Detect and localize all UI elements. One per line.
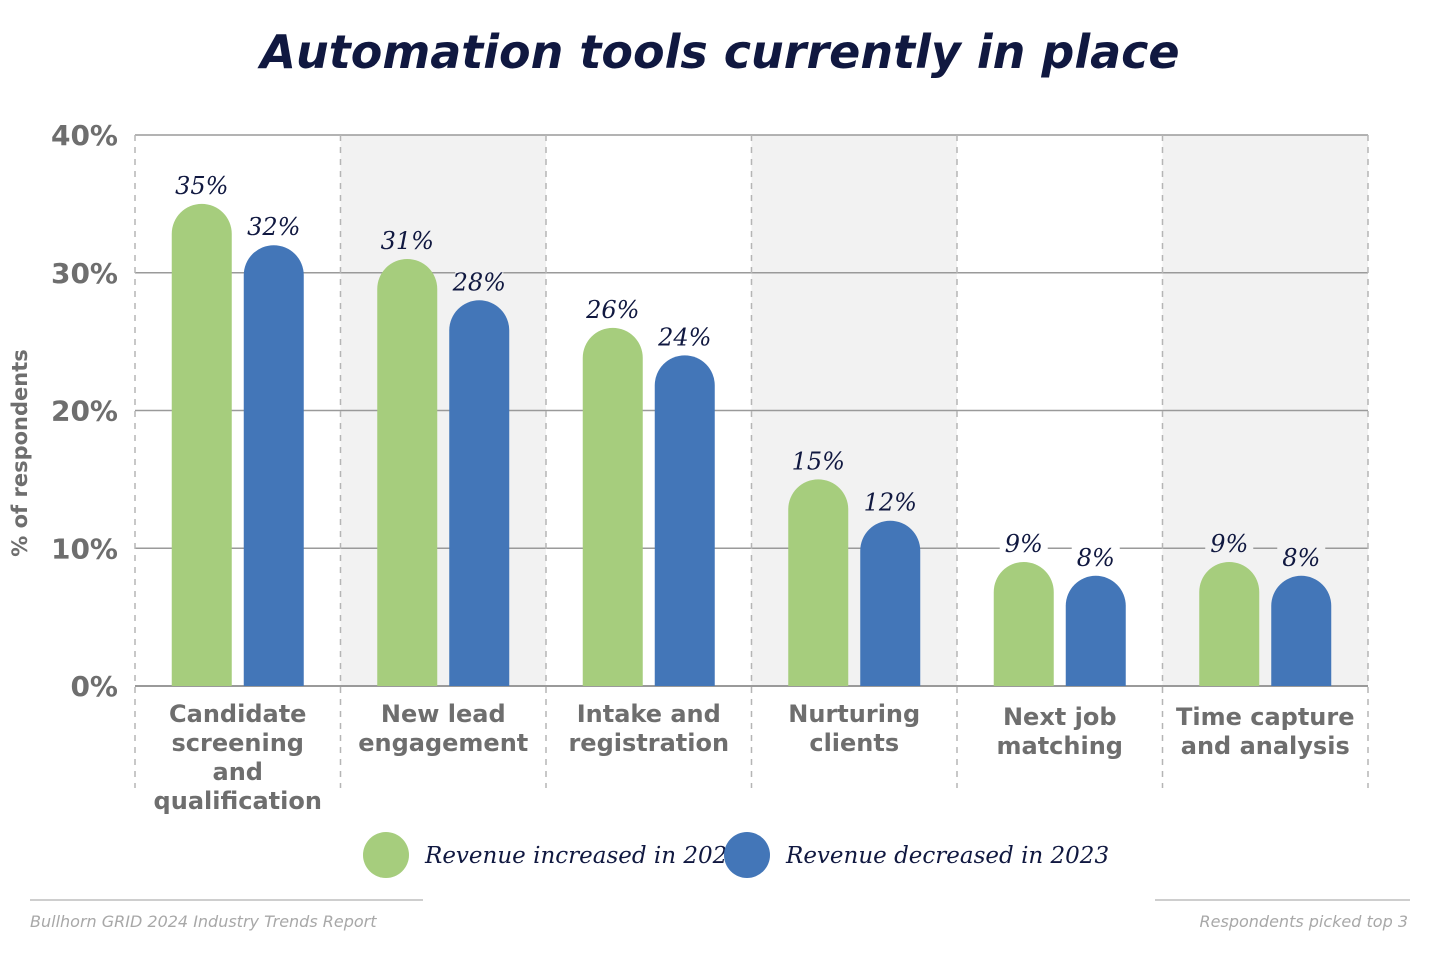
bar-increased-1 (171, 203, 232, 686)
data-label: 8% (1282, 544, 1320, 572)
bar-decreased-2 (449, 300, 510, 686)
category-label: Next job matching (997, 703, 1123, 760)
bar-increased-4 (788, 479, 849, 686)
data-label: 8% (1077, 544, 1115, 572)
data-label: 9% (1210, 530, 1248, 558)
data-label: 15% (792, 447, 845, 475)
data-label-bg (1071, 543, 1120, 570)
data-label: 28% (452, 268, 506, 296)
category-label: New lead engagement (358, 700, 528, 757)
data-label-bg (794, 447, 843, 474)
data-label-bg (249, 213, 298, 240)
bar-decreased-6 (1271, 575, 1332, 686)
category-label: Intake and registration (568, 700, 729, 757)
data-label: 9% (1005, 530, 1043, 558)
data-label: 12% (864, 489, 917, 517)
category-label-line: and (213, 758, 263, 786)
bar-decreased-4 (860, 520, 921, 686)
category-label-line: New lead (381, 700, 506, 728)
data-label-bg (1277, 543, 1326, 570)
y-tick-label: 10% (51, 532, 118, 565)
category-label-line: Next job (1003, 703, 1117, 731)
footer-note: Respondents picked top 3 (1200, 912, 1408, 931)
category-label-line: screening (172, 729, 304, 757)
y-tick-label: 40% (51, 119, 118, 152)
bars-layer (171, 203, 1332, 687)
data-label: 24% (657, 323, 711, 351)
bar-decreased-1 (243, 245, 304, 687)
category-label-line: Intake and (577, 700, 721, 728)
legend-swatch-decreased (724, 832, 770, 878)
data-label-bg (383, 226, 432, 253)
data-label-bg (588, 295, 637, 322)
data-label-bg (455, 268, 504, 295)
category-label-line: matching (997, 732, 1123, 760)
footer-source: Bullhorn GRID 2024 Industry Trends Repor… (30, 912, 377, 931)
y-axis-label: % of respondents (8, 349, 32, 557)
data-label-bg (999, 530, 1048, 557)
category-label-line: Time capture (1176, 703, 1355, 731)
data-label-bg (1205, 530, 1254, 557)
category-label-line: qualification (154, 787, 322, 815)
legend-label-decreased: Revenue decreased in 2023 (785, 843, 1109, 869)
bar-increased-2 (377, 258, 438, 686)
grid-layer (134, 134, 1369, 788)
bar-increased-6 (1199, 562, 1260, 686)
data-label: 31% (381, 227, 434, 255)
category-label-line: engagement (358, 729, 528, 757)
y-tick-label: 20% (51, 395, 118, 428)
legend-label-increased: Revenue increased in 2023 (424, 843, 742, 869)
y-tick-label: 30% (51, 257, 118, 290)
bar-increased-5 (993, 562, 1054, 686)
data-label-bg (660, 323, 709, 350)
labels-layer: 0%10%20%30%40%35%32%Candidate screening an… (51, 119, 1355, 815)
data-label-bg (866, 488, 915, 515)
data-label: 32% (247, 213, 300, 241)
category-label: Candidate screening and qualification (154, 700, 322, 815)
chart-title: Automation tools currently in place (257, 25, 1179, 79)
data-label: 26% (585, 296, 639, 324)
category-label-line: Nurturing (788, 700, 920, 728)
y-tick-label: 0% (70, 670, 118, 703)
bar-decreased-5 (1065, 575, 1126, 686)
category-label: Nurturing clients (788, 700, 920, 757)
bar-decreased-3 (654, 355, 715, 686)
bar-increased-3 (582, 327, 643, 686)
category-label-line: clients (809, 729, 899, 757)
category-label-line: Candidate (169, 700, 306, 728)
category-label-line: and analysis (1181, 732, 1350, 760)
category-label: Time capture and analysis (1176, 703, 1355, 760)
legend: Revenue increased in 2023 Revenue decreas… (363, 832, 1109, 878)
data-label-bg (177, 171, 226, 198)
data-label: 35% (175, 172, 228, 200)
legend-swatch-increased (363, 832, 409, 878)
category-label-line: registration (568, 729, 729, 757)
